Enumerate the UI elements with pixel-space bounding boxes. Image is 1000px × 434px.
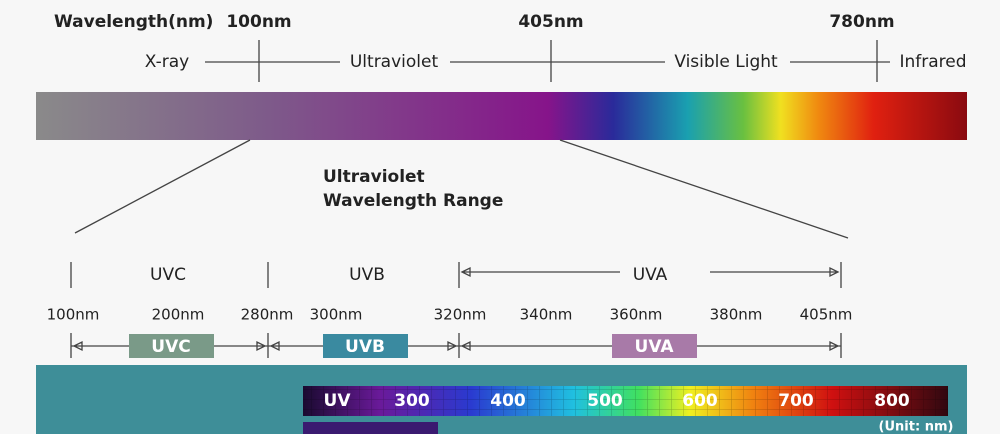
tick: 405nm [800, 306, 853, 324]
unit: (Unit: nm) [879, 420, 954, 434]
band: UVB [349, 265, 385, 285]
region-lines [205, 40, 890, 82]
mark: 100nm [226, 12, 291, 32]
badge-bg [129, 334, 214, 358]
tick: 380nm [710, 306, 763, 324]
meter-label: 300 [394, 391, 430, 411]
mark: 405nm [518, 12, 583, 32]
region: Ultraviolet [350, 52, 439, 72]
band: UVC [150, 265, 186, 285]
badge: UVB [345, 337, 385, 357]
tick: 300nm [310, 306, 363, 324]
title: Wavelength(nm) [54, 12, 213, 32]
mark: 780nm [829, 12, 894, 32]
detail-title: Ultraviolet [323, 167, 425, 187]
meter-label: UV [324, 391, 352, 411]
detail-title: Wavelength Range [323, 191, 503, 211]
zoom-lines [74, 139, 849, 239]
badge-bg [612, 334, 697, 358]
tick: 200nm [152, 306, 205, 324]
ticks: 100nm 200nm 280nm 300nm 320nm 340nm 360n… [47, 306, 853, 324]
band: UVA [633, 265, 668, 285]
range-lines [70, 333, 842, 358]
band-lines [70, 262, 842, 288]
meter-label: 500 [587, 391, 623, 411]
meter-label: 700 [778, 391, 814, 411]
spectrum-bar [36, 92, 967, 140]
meter-label: 800 [874, 391, 910, 411]
badge: UVA [635, 337, 675, 357]
tick: 320nm [434, 306, 487, 324]
meter-label: 400 [490, 391, 526, 411]
meter-grid [303, 386, 948, 416]
region: Visible Light [674, 52, 778, 72]
tick: 100nm [47, 306, 100, 324]
tick: 280nm [241, 306, 294, 324]
region: X-ray [145, 52, 189, 72]
region: Infrared [899, 52, 966, 72]
tick: 360nm [610, 306, 663, 324]
badge: UVC [151, 337, 190, 357]
meter-strip [303, 422, 438, 434]
tick: 340nm [520, 306, 573, 324]
meter-label: 600 [682, 391, 718, 411]
badge-bg [323, 334, 408, 358]
